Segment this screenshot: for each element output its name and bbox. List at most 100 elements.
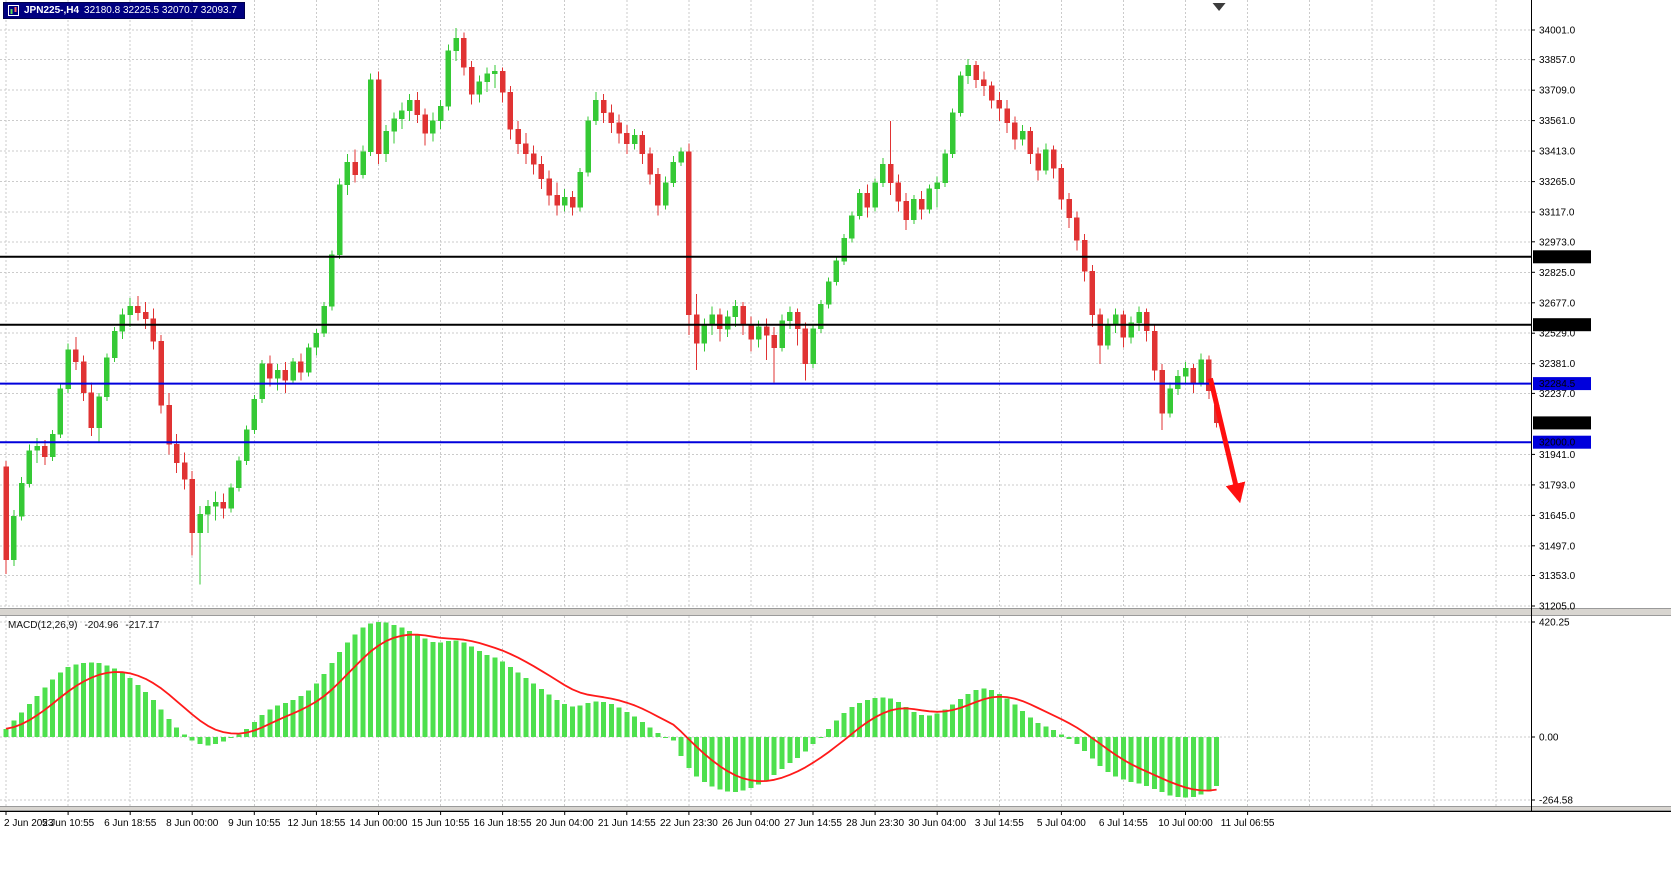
candle: [973, 64, 979, 80]
candle: [127, 306, 133, 315]
macd-histogram-bar: [911, 711, 917, 737]
candle: [693, 314, 700, 344]
macd-histogram-bar: [290, 700, 296, 737]
candle: [445, 50, 452, 107]
candle: [810, 328, 816, 365]
macd-histogram-bar: [709, 737, 715, 787]
x-axis-label: 16 Jun 18:55: [474, 818, 532, 829]
x-axis-label: 26 Jun 04:00: [722, 818, 780, 829]
macd-histogram-bar: [1120, 737, 1126, 780]
candle: [336, 184, 343, 255]
macd-axis-label: 420.25: [1539, 618, 1570, 629]
macd-signal-value: -217.17: [125, 620, 160, 631]
y-axis-label: 33561.0: [1539, 116, 1576, 127]
macd-histogram-bar: [624, 711, 630, 737]
candle: [1182, 367, 1189, 377]
macd-histogram-bar: [174, 727, 180, 737]
y-axis-label: 33413.0: [1539, 147, 1576, 158]
candle: [173, 444, 180, 464]
macd-histogram-bar: [570, 706, 575, 737]
candle: [903, 200, 909, 220]
macd-histogram-bar: [1214, 737, 1220, 786]
macd-histogram-bar: [205, 737, 211, 746]
price-badge: [1533, 377, 1591, 391]
macd-histogram-bar: [655, 732, 661, 737]
macd-histogram-bar: [1159, 737, 1165, 793]
macd-histogram-bar: [492, 657, 498, 737]
chart-shift-marker-icon[interactable]: [1212, 3, 1226, 11]
candle: [492, 71, 498, 74]
x-axis-label: 6 Jul 14:55: [1099, 818, 1148, 829]
macd-histogram-bar: [1027, 717, 1033, 737]
candle: [461, 38, 467, 68]
candle: [934, 182, 940, 190]
candle: [593, 99, 599, 122]
candle: [391, 118, 397, 132]
macd-histogram-bar: [1074, 737, 1080, 745]
pane-splitter[interactable]: [0, 806, 1671, 811]
candle: [274, 369, 281, 379]
candle: [600, 99, 607, 113]
macd-layer: [3, 622, 1220, 798]
candle: [298, 361, 304, 373]
macd-histogram-bar: [1035, 722, 1041, 737]
macd-histogram-bar: [818, 737, 824, 738]
price-badge-label: 32000.0: [1539, 438, 1576, 449]
macd-histogram-bar: [1190, 737, 1196, 797]
macd-main-value: -204.96: [84, 620, 119, 631]
macd-histogram-bar: [306, 690, 312, 737]
candle: [755, 326, 762, 340]
candle: [1089, 270, 1096, 315]
candle: [507, 91, 514, 130]
candle: [647, 153, 653, 175]
y-axis-label: 32381.0: [1539, 359, 1576, 370]
candle: [996, 99, 1003, 109]
macd-histogram-bar: [158, 709, 164, 737]
candles-layer: [3, 28, 1220, 585]
macd-histogram-bar: [1175, 737, 1181, 797]
x-axis-label: 3 Jul 14:55: [975, 818, 1024, 829]
macd-histogram-bar: [764, 737, 769, 781]
candle: [1120, 314, 1127, 338]
price-badge-label: 32570.7: [1539, 320, 1576, 331]
macd-histogram-bar: [3, 728, 9, 737]
y-axis-label: 33709.0: [1539, 86, 1576, 97]
candle: [166, 404, 172, 445]
candle: [305, 347, 312, 373]
macd-histogram-bar: [282, 702, 288, 737]
candle: [18, 483, 25, 517]
candle: [367, 79, 374, 152]
macd-histogram-bar: [965, 693, 971, 737]
candle: [771, 334, 777, 348]
candle: [880, 163, 886, 183]
macd-histogram-bar: [787, 737, 793, 764]
macd-axis-label: 0.00: [1539, 733, 1559, 744]
macd-histogram-bar: [213, 737, 218, 745]
candle: [1066, 198, 1072, 218]
candle: [981, 79, 987, 87]
macd-histogram-bar: [608, 704, 614, 737]
macd-histogram-bar: [1113, 737, 1119, 777]
macd-histogram-bar: [329, 663, 335, 737]
macd-histogram-bar: [313, 683, 319, 737]
macd-histogram-bar: [1144, 737, 1150, 786]
macd-histogram-bar: [228, 737, 234, 739]
y-axis-label: 31353.0: [1539, 571, 1576, 582]
candle: [1043, 149, 1049, 171]
down-arrow-annotation[interactable]: [1207, 377, 1246, 504]
y-axis-label: 34001.0: [1539, 26, 1576, 37]
ohlc-readout: 32180.8 32225.5 32070.7 32093.7: [84, 5, 237, 16]
candle: [1151, 330, 1158, 371]
macd-histogram-bar: [430, 641, 436, 737]
candle: [329, 254, 335, 307]
candle: [911, 198, 917, 220]
candle: [1105, 324, 1111, 346]
macd-histogram-bar: [251, 721, 257, 737]
candle: [949, 112, 956, 155]
pane-splitter[interactable]: [0, 608, 1671, 616]
x-axis-label: 22 Jun 23:30: [660, 818, 718, 829]
macd-histogram-bar: [453, 640, 459, 737]
macd-histogram-bar: [1105, 737, 1111, 773]
